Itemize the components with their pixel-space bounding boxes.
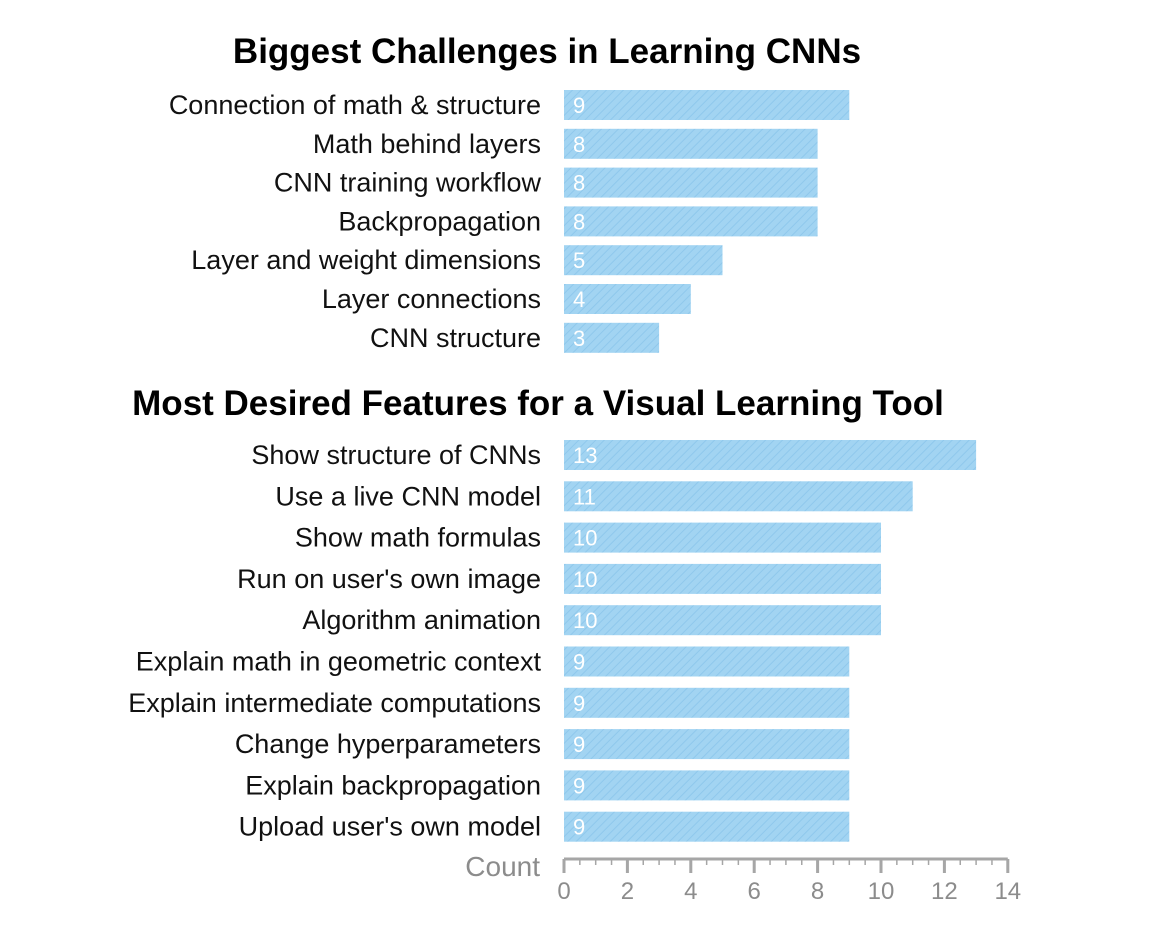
challenges-bar-value-label: 8 — [573, 209, 585, 234]
x-axis-tick-label: 2 — [621, 878, 634, 905]
features-bar — [564, 729, 850, 760]
challenges-bar — [564, 128, 818, 159]
challenges-bar-value-label: 3 — [573, 326, 585, 351]
features-category-label: Run on user's own image — [237, 564, 541, 594]
features-bar — [564, 563, 881, 594]
features-category-label: Show structure of CNNs — [251, 440, 541, 470]
x-axis-tick-label: 6 — [748, 878, 761, 905]
features-category-label: Use a live CNN model — [275, 481, 541, 511]
features-bar-value-label: 10 — [573, 526, 597, 551]
features-bar — [564, 811, 850, 842]
features-bar — [564, 522, 881, 553]
features-bar — [564, 605, 881, 636]
x-axis-tick-label: 10 — [868, 878, 895, 905]
challenges-bar — [564, 322, 660, 353]
challenges-category-label: CNN training workflow — [274, 168, 542, 198]
x-axis: Count 0 2 4 6 8 10 12 14 — [465, 851, 1021, 905]
features-bar — [564, 770, 850, 801]
x-axis-tick-label: 8 — [811, 878, 824, 905]
features-category-label: Explain math in geometric context — [136, 647, 542, 677]
features-bar-value-label: 10 — [573, 567, 597, 592]
features-bars: Show structure of CNNs 13 Use a live CNN m… — [128, 440, 977, 842]
x-axis-tick-label: 4 — [684, 878, 697, 905]
features-bar-value-label: 11 — [573, 484, 596, 509]
challenges-bar-value-label: 5 — [573, 248, 585, 273]
chart-title-challenges: Biggest Challenges in Learning CNNs — [233, 32, 861, 71]
chart-title-features: Most Desired Features for a Visual Learn… — [132, 384, 944, 423]
features-bar — [564, 687, 850, 718]
challenges-bar — [564, 284, 691, 314]
features-bar-value-label: 9 — [573, 650, 585, 675]
challenges-bar — [564, 206, 818, 237]
challenges-bar-value-label: 8 — [573, 171, 585, 196]
features-bar — [564, 481, 913, 512]
features-bar — [564, 440, 977, 470]
features-bar-value-label: 9 — [573, 815, 585, 840]
challenges-bar — [564, 90, 850, 120]
challenges-bar-value-label: 8 — [573, 132, 585, 157]
x-axis-tick-label: 0 — [557, 878, 570, 905]
features-category-label: Explain backpropagation — [245, 770, 541, 800]
x-axis-tick-label: 14 — [994, 878, 1021, 905]
features-bar-value-label: 9 — [573, 732, 585, 757]
features-bar-value-label: 13 — [573, 443, 597, 468]
features-category-label: Upload user's own model — [239, 812, 541, 842]
features-bar-value-label: 9 — [573, 691, 585, 716]
features-category-label: Change hyperparameters — [235, 729, 541, 759]
challenges-category-label: Layer and weight dimensions — [191, 245, 541, 275]
x-axis-tick-label: 12 — [931, 878, 958, 905]
features-category-label: Explain intermediate computations — [128, 688, 541, 718]
challenges-category-label: Backpropagation — [338, 206, 541, 236]
features-category-label: Algorithm animation — [302, 605, 541, 635]
features-bar-value-label: 10 — [573, 608, 597, 633]
challenges-panel: Biggest Challenges in Learning CNNs Conn… — [169, 32, 861, 353]
features-category-label: Show math formulas — [295, 523, 541, 553]
challenges-bar-value-label: 9 — [573, 93, 585, 118]
challenges-category-label: Layer connections — [322, 284, 541, 314]
features-bar — [564, 646, 850, 677]
challenges-bar-value-label: 4 — [573, 287, 585, 312]
challenges-category-label: CNN structure — [370, 323, 541, 353]
challenges-bar — [564, 167, 818, 198]
features-panel: Most Desired Features for a Visual Learn… — [128, 384, 977, 842]
challenges-category-label: Connection of math & structure — [169, 90, 541, 120]
challenges-category-label: Math behind layers — [313, 129, 541, 159]
challenges-bar — [564, 245, 723, 276]
challenges-bars: Connection of math & structure 9 Math behi… — [169, 90, 850, 353]
features-bar-value-label: 9 — [573, 773, 585, 798]
x-axis-title: Count — [465, 851, 540, 882]
